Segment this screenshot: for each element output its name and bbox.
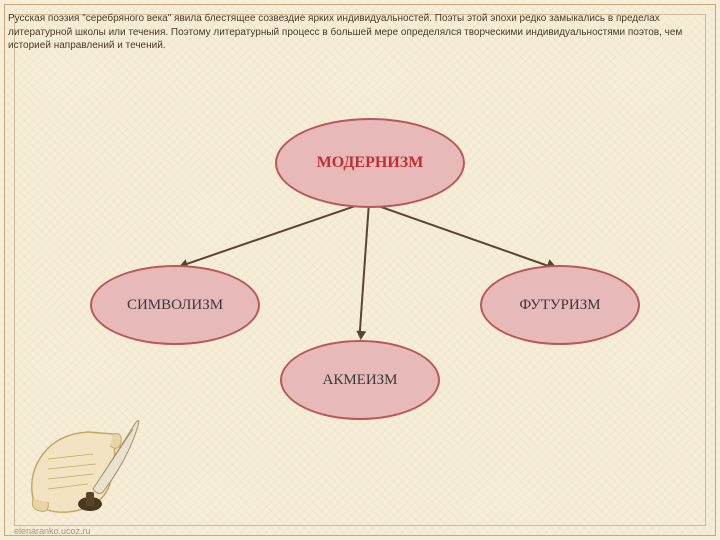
node-root-label: МОДЕРНИЗМ xyxy=(317,154,424,172)
node-child2-label: АКМЕИЗМ xyxy=(322,372,397,389)
node-child-futurism: ФУТУРИЗМ xyxy=(480,265,640,345)
node-child-acmeism: АКМЕИЗМ xyxy=(280,340,440,420)
node-root: МОДЕРНИЗМ xyxy=(275,118,465,208)
intro-paragraph: Русская поэзия "серебряного века" явила … xyxy=(8,12,712,53)
node-child1-label: СИМВОЛИЗМ xyxy=(127,297,223,314)
node-child-symbolism: СИМВОЛИЗМ xyxy=(90,265,260,345)
node-child3-label: ФУТУРИЗМ xyxy=(519,297,600,314)
scroll-quill-icon xyxy=(18,414,148,524)
watermark-text: elenaranko.ucoz.ru xyxy=(14,526,91,536)
